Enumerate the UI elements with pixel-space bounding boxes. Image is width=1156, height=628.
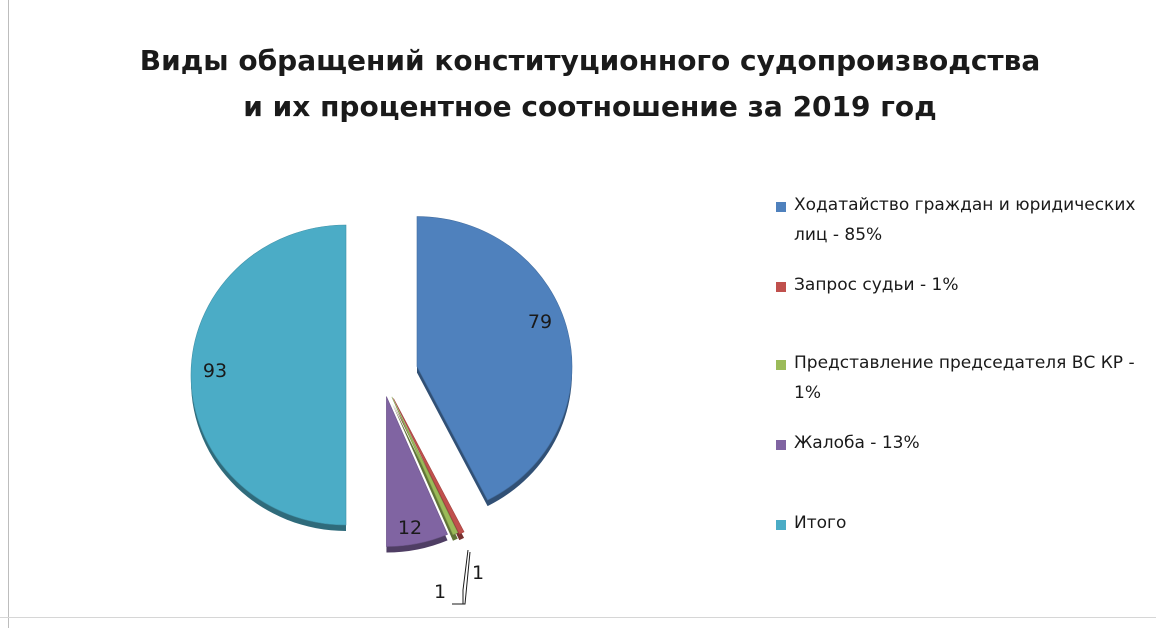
pie-slice-5 [190,224,347,526]
legend-label-3: Представление председателя ВС КР - 1% [794,353,1135,403]
pie-slice-1 [416,216,573,501]
data-label-5: 93 [203,360,227,382]
data-label-3: 1 [434,581,446,603]
data-label-1: 79 [528,311,552,333]
legend-swatch-4 [776,440,786,450]
chart-title-line-2: и их процентное соотношение за 2019 год [243,90,937,123]
chart-frame-left-border [8,0,9,628]
legend-item-5: Итого [776,508,1146,538]
legend-swatch-1 [776,202,786,212]
chart-frame-bottom-border [0,617,1156,618]
data-labels: 79 1 1 12 93 [203,311,552,603]
legend-label-4: Жалоба - 13% [794,433,920,453]
legend-item-4: Жалоба - 13% [776,428,1146,458]
legend-item-2: Запрос судьи - 1% [776,270,1146,300]
legend-swatch-5 [776,520,786,530]
legend-label-5: Итого [794,513,847,533]
pie-slices [190,216,573,553]
leader-line-2 [462,549,469,604]
leader-line-3 [452,551,471,605]
legend-swatch-2 [776,282,786,292]
legend-swatch-3 [776,360,786,370]
pie-slice-2 [393,398,465,535]
pie-slice-4 [386,396,448,547]
legend-label-2: Запрос судьи - 1% [794,275,959,295]
chart-title-line-1: Виды обращений конституционного судопрои… [139,44,1041,77]
legend-item-3: Представление председателя ВС КР - 1% [776,348,1146,408]
pie-slice-3 [391,396,459,536]
chart-title: Виды обращений конституционного судопрои… [100,38,1080,130]
leader-lines [452,549,471,605]
legend-item-1: Ходатайство граждан и юридических лиц - … [776,190,1146,250]
data-label-2: 1 [472,562,484,584]
legend-label-1: Ходатайство граждан и юридических лиц - … [794,195,1136,245]
data-label-4: 12 [398,517,422,539]
